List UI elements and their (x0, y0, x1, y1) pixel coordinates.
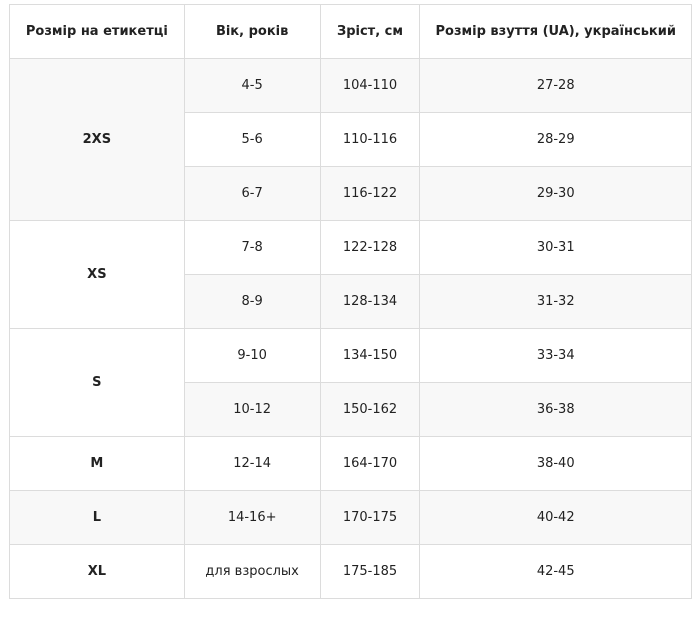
table-cell: 29-30 (419, 166, 692, 221)
table-row: S 9-10 134-150 33-34 (9, 328, 692, 437)
table-cell: 5-6 (183, 112, 321, 167)
table-row: M 12-14 164-170 38-40 (9, 436, 692, 491)
size-cell: XL (9, 544, 185, 599)
table-cell: 104-110 (319, 58, 421, 113)
table-cell: 40-42 (419, 490, 692, 545)
size-table: Розмір на етикетці Вік, років Зріст, см Роз… (9, 4, 692, 599)
table-body: 2XS 4-5 104-110 27-28 5-6 110-116 28-29 6-7 116-… (9, 58, 692, 599)
header-row: Розмір на етикетці Вік, років Зріст, см Роз… (9, 4, 692, 59)
table-cell: 10-12 (183, 382, 321, 437)
size-cell: S (9, 328, 185, 437)
table-cell: 170-175 (319, 490, 421, 545)
header-cell: Вік, років (183, 4, 321, 59)
table-row: 10-12 150-162 36-38 (10, 382, 692, 437)
size-cell: 2XS (9, 58, 185, 221)
size-cell: M (9, 436, 185, 491)
table-cell: 9-10 (183, 328, 321, 383)
table-cell: 164-170 (319, 436, 421, 491)
table-cell: 31-32 (419, 274, 692, 329)
table-cell: 122-128 (319, 220, 421, 275)
table-row: 8-9 128-134 31-32 (10, 274, 692, 329)
table-cell: 150-162 (319, 382, 421, 437)
header-cell: Розмір на етикетці (9, 4, 185, 59)
table-cell: для взрослых (183, 544, 321, 599)
header-cell: Зріст, см (319, 4, 421, 59)
table-row: 6-7 116-122 29-30 (10, 166, 692, 221)
table-cell: 6-7 (183, 166, 321, 221)
table-cell: 4-5 (183, 58, 321, 113)
header-cell: Розмір взуття (UA), український (419, 4, 692, 59)
table-cell: 134-150 (319, 328, 421, 383)
table-cell: 36-38 (419, 382, 692, 437)
table-row: 5-6 110-116 28-29 (10, 112, 692, 167)
table-row: L 14-16+ 170-175 40-42 (9, 490, 692, 545)
table-cell: 30-31 (419, 220, 692, 275)
table-cell: 175-185 (319, 544, 421, 599)
table-cell: 110-116 (319, 112, 421, 167)
table-cell: 28-29 (419, 112, 692, 167)
table-row: XL для взрослых 175-185 42-45 (9, 544, 692, 599)
table-cell: 128-134 (319, 274, 421, 329)
size-cell: XS (9, 220, 185, 329)
size-cell: L (9, 490, 185, 545)
table-row: XS 7-8 122-128 30-31 (9, 220, 692, 329)
table-cell: 27-28 (419, 58, 692, 113)
table-row: 2XS 4-5 104-110 27-28 (9, 58, 692, 221)
table-cell: 8-9 (183, 274, 321, 329)
table-cell: 42-45 (419, 544, 692, 599)
table-cell: 33-34 (419, 328, 692, 383)
table-cell: 7-8 (183, 220, 321, 275)
table-cell: 12-14 (183, 436, 321, 491)
table-cell: 38-40 (419, 436, 692, 491)
table-cell: 14-16+ (183, 490, 321, 545)
table-cell: 116-122 (319, 166, 421, 221)
